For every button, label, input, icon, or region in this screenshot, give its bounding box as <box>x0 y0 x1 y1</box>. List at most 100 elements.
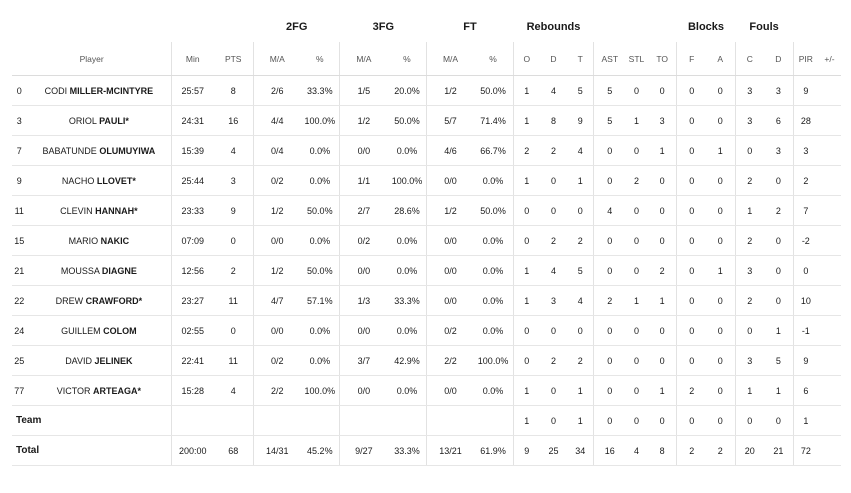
player-name[interactable]: NACHO LLOVET* <box>26 165 172 196</box>
cell-reb-o: 0 <box>512 195 540 226</box>
cell-to: 2 <box>647 255 677 286</box>
player-name[interactable]: DREW CRAWFORD* <box>26 285 172 316</box>
cell-ft-ma: 0/0 <box>426 255 474 286</box>
cell-ast: 2 <box>593 285 626 316</box>
cell-min: 07:09 <box>171 225 214 256</box>
cell-2fg-pct: 50.0% <box>300 255 340 286</box>
cell-reb-d: 0 <box>540 165 567 196</box>
header-blk-f: F <box>676 42 706 76</box>
player-name[interactable]: MARIO NAKIC <box>26 225 172 256</box>
cell-to: 8 <box>647 435 677 466</box>
cell-pir: -1 <box>792 315 819 346</box>
cell-reb-t: 34 <box>566 435 594 466</box>
cell-3fg-pct <box>387 405 427 436</box>
player-name[interactable]: GUILLEM COLOM <box>26 315 172 346</box>
cell-ft-pct: 66.7% <box>473 135 514 166</box>
cell-fouls-c: 3 <box>734 345 765 376</box>
cell-2fg-pct <box>300 405 340 436</box>
cell-stl: 4 <box>625 435 648 466</box>
cell-to: 3 <box>647 105 677 136</box>
player-row: 11 CLEVIN HANNAH* 23:33 9 1/2 50.0% 2/7 28.6% 1/… <box>12 195 841 226</box>
cell-stl: 0 <box>625 315 648 346</box>
cell-3fg-pct: 0.0% <box>387 225 427 256</box>
cell-fouls-d: 2 <box>764 195 794 226</box>
cell-ast: 5 <box>593 75 626 106</box>
cell-fouls-d: 5 <box>764 345 794 376</box>
cell-fouls-c: 0 <box>734 405 765 436</box>
header-min: Min <box>171 42 214 76</box>
cell-2fg-ma: 4/7 <box>253 285 301 316</box>
player-name[interactable]: ORIOL PAULI* <box>26 105 172 136</box>
cell-fouls-d: 21 <box>764 435 794 466</box>
cell-reb-t: 0 <box>566 195 594 226</box>
player-first-name: ORIOL <box>68 115 97 126</box>
cell-ft-ma: 13/21 <box>426 435 474 466</box>
player-name[interactable]: BABATUNDE OLUMUYIWA <box>26 135 172 166</box>
cell-min: 23:27 <box>171 285 214 316</box>
cell-pir: 3 <box>792 135 819 166</box>
cell-plus-minus <box>818 345 841 376</box>
header-3fg-pct: % <box>387 42 427 76</box>
player-name[interactable]: CODI MILLER-MCINTYRE <box>26 75 172 106</box>
cell-pts: 11 <box>213 345 254 376</box>
cell-2fg-ma: 2/6 <box>253 75 301 106</box>
cell-blk-f: 0 <box>676 195 706 226</box>
cell-reb-t: 1 <box>566 375 594 406</box>
cell-ft-ma: 4/6 <box>426 135 474 166</box>
cell-ft-ma: 1/2 <box>426 195 474 226</box>
player-number: 15 <box>12 225 27 256</box>
cell-fouls-c: 3 <box>734 255 765 286</box>
cell-pir: -2 <box>792 225 819 256</box>
player-row: 22 DREW CRAWFORD* 23:27 11 4/7 57.1% 1/3 33.3% 0… <box>12 285 841 316</box>
cell-stl: 1 <box>625 285 648 316</box>
cell-reb-d: 4 <box>540 75 567 106</box>
player-row: 3 ORIOL PAULI* 24:31 16 4/4 100.0% 1/2 50.0% 5/7… <box>12 105 841 136</box>
cell-2fg-pct: 100.0% <box>300 105 340 136</box>
cell-2fg-ma: 0/2 <box>253 165 301 196</box>
cell-ast: 0 <box>593 135 626 166</box>
cell-plus-minus <box>818 105 841 136</box>
player-last-name: DIAGNE <box>101 265 137 276</box>
player-last-name: COLOM <box>103 325 137 336</box>
cell-fouls-d: 3 <box>764 135 794 166</box>
cell-blk-a: 0 <box>705 75 736 106</box>
cell-reb-o: 1 <box>512 75 540 106</box>
cell-fouls-d: 0 <box>764 165 794 196</box>
player-number: 77 <box>12 375 27 406</box>
header-ft-ma: M/A <box>426 42 474 76</box>
cell-3fg-ma: 1/2 <box>339 105 388 136</box>
cell-min: 02:55 <box>171 315 214 346</box>
cell-to: 0 <box>647 165 677 196</box>
header-ast: AST <box>593 42 626 76</box>
cell-blk-a: 1 <box>705 255 736 286</box>
cell-min: 25:44 <box>171 165 214 196</box>
cell-min <box>171 405 214 436</box>
player-name[interactable]: CLEVIN HANNAH* <box>26 195 172 226</box>
cell-plus-minus <box>818 225 841 256</box>
cell-2fg-ma: 0/4 <box>253 135 301 166</box>
cell-blk-f: 2 <box>676 375 706 406</box>
cell-3fg-ma: 9/27 <box>339 435 388 466</box>
cell-reb-o: 1 <box>512 105 540 136</box>
cell-pts: 3 <box>213 165 254 196</box>
player-first-name: MOUSSA <box>60 265 100 276</box>
player-last-name: MILLER-MCINTYRE <box>69 85 154 96</box>
player-first-name: CODI <box>44 85 68 96</box>
header-pts: PTS <box>213 42 254 76</box>
player-last-name: OLUMUYIWA <box>99 145 156 156</box>
cell-to: 0 <box>647 315 677 346</box>
player-name[interactable]: MOUSSA DIAGNE <box>26 255 172 286</box>
cell-fouls-d: 0 <box>764 225 794 256</box>
cell-stl: 0 <box>625 405 648 436</box>
cell-pts: 4 <box>213 135 254 166</box>
cell-2fg-pct: 33.3% <box>300 75 340 106</box>
cell-3fg-ma: 0/0 <box>339 135 388 166</box>
cell-ft-pct: 0.0% <box>473 225 514 256</box>
cell-ft-ma: 0/2 <box>426 315 474 346</box>
group-fouls: Fouls <box>749 21 779 33</box>
player-name[interactable]: VICTOR ARTEAGA* <box>26 375 172 406</box>
player-name[interactable]: DAVID JELINEK <box>26 345 172 376</box>
cell-3fg-pct: 100.0% <box>387 165 427 196</box>
cell-reb-d: 0 <box>540 195 567 226</box>
cell-3fg-pct: 50.0% <box>387 105 427 136</box>
